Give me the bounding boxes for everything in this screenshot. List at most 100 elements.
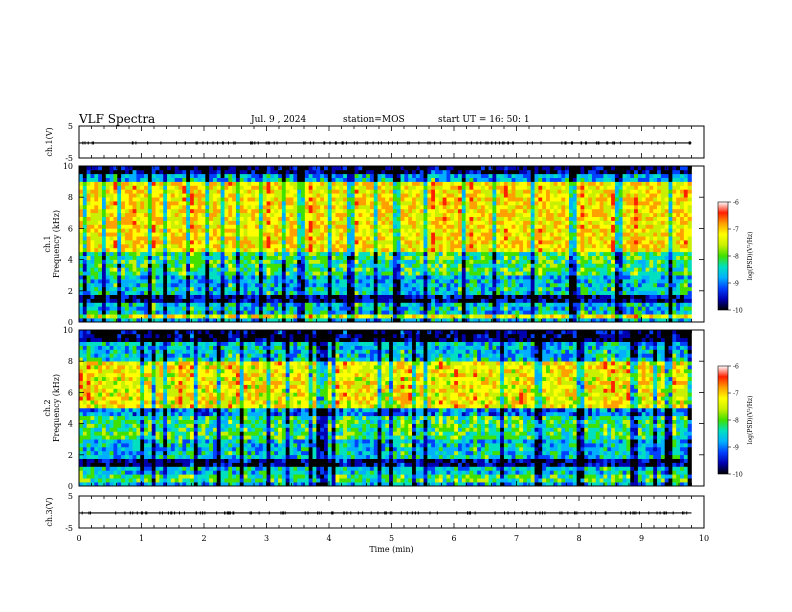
spectrogram-cell <box>182 298 187 303</box>
spectrogram-cell <box>350 263 355 268</box>
spectrogram-cell <box>454 294 459 299</box>
spectrogram-cell <box>82 318 87 323</box>
spectrogram-cell <box>147 263 153 268</box>
spectrogram-cell <box>235 290 241 295</box>
spectrogram-cell <box>159 267 164 272</box>
spectrogram-cell <box>519 259 524 264</box>
trace-spike <box>485 141 487 145</box>
spectrogram-cell <box>113 197 118 202</box>
spectrogram-cell <box>492 247 497 253</box>
spectrogram-cell <box>174 318 179 323</box>
spectrogram-cell <box>438 193 443 198</box>
spectrogram-cell <box>121 208 126 214</box>
spectrogram-cell <box>285 251 290 256</box>
spectrogram-cell <box>274 255 279 260</box>
spectrogram-cell <box>170 173 176 178</box>
spectrogram-cell <box>90 205 95 210</box>
spectrogram-cell <box>343 189 348 194</box>
spectrogram-cell <box>435 279 440 284</box>
spectrogram-cell <box>511 228 516 233</box>
spectrogram-cell <box>400 197 405 202</box>
spectrogram-cell <box>136 193 141 198</box>
spectrogram-cell <box>308 244 313 249</box>
spectrogram-cell <box>301 306 306 311</box>
spectrogram-cell <box>335 169 340 175</box>
spectrogram-cell <box>209 228 214 233</box>
spectrogram-cell <box>327 286 332 292</box>
spectrogram-cell <box>216 263 221 268</box>
spectrogram-cell <box>301 236 306 241</box>
spectrogram-cell <box>190 247 195 253</box>
spectrogram-cell <box>212 220 218 225</box>
spectrogram-cell <box>339 169 344 175</box>
spectrogram-cell <box>366 298 371 303</box>
spectrogram-cell <box>362 224 367 229</box>
spectrogram-cell <box>209 279 214 284</box>
spectrogram-cell <box>98 201 103 206</box>
spectrogram-cell <box>140 314 145 319</box>
spectrogram-cell <box>167 208 172 214</box>
spectrogram-cell <box>186 259 191 264</box>
spectrogram-cell <box>358 169 363 175</box>
spectrogram-cell <box>209 189 214 194</box>
spectrogram-cell <box>251 290 256 295</box>
spectrogram-cell <box>216 279 221 284</box>
spectrogram-cell <box>477 232 482 237</box>
spectrogram-cell <box>396 279 401 284</box>
spectrogram-cell <box>389 212 394 217</box>
spectrogram-cell <box>209 166 214 171</box>
spectrogram-cell <box>170 310 176 315</box>
spectrogram-cell <box>117 240 122 245</box>
spectrogram-cell <box>335 259 340 264</box>
spectrogram-cell <box>492 177 497 182</box>
spectrogram-cell <box>101 240 107 245</box>
spectrogram-cell <box>258 169 264 175</box>
spectrogram-cell <box>435 189 440 194</box>
spectrogram-cell <box>312 306 317 311</box>
spectrogram-cell <box>82 247 87 253</box>
spectrogram-cell <box>507 240 512 245</box>
spectrogram-cell <box>124 197 130 202</box>
spectrogram-cell <box>465 286 470 292</box>
spectrogram-cell <box>220 189 225 194</box>
spectrogram-cell <box>423 197 428 202</box>
spectrogram-cell <box>438 275 443 280</box>
spectrogram-cell <box>446 267 451 272</box>
spectrogram-cell <box>358 271 363 276</box>
spectrogram-cell <box>431 318 436 323</box>
spectrogram-cell <box>415 185 421 190</box>
spectrogram-cell <box>297 255 302 260</box>
spectrogram-cell <box>170 271 176 276</box>
spectrogram-cell <box>446 275 451 280</box>
spectrogram-cell <box>101 302 107 307</box>
spectrogram-cell <box>316 314 321 319</box>
spectrogram-cell <box>457 251 463 256</box>
spectrogram-cell <box>316 240 321 245</box>
spectrogram-cell <box>232 197 237 202</box>
spectrogram-cell <box>190 263 195 268</box>
spectrogram-cell <box>121 251 126 256</box>
spectrogram-cell <box>389 224 394 229</box>
spectrogram-cell <box>492 263 497 268</box>
spectrogram-cell <box>316 302 321 307</box>
spectrogram-cell <box>174 197 179 202</box>
spectrogram-cell <box>519 318 524 323</box>
spectrogram-cell <box>285 318 290 323</box>
spectrogram-cell <box>232 290 237 295</box>
spectrogram-cell <box>251 302 256 307</box>
spectrogram-cell <box>144 208 149 214</box>
spectrogram-cell <box>197 314 202 319</box>
spectrogram-cell <box>167 310 172 315</box>
spectrogram-cell <box>377 302 382 307</box>
spectrogram-cell <box>136 306 141 311</box>
spectrogram-cell <box>312 283 317 288</box>
spectrogram-cell <box>515 263 520 268</box>
spectrogram-cell <box>79 259 84 264</box>
spectrogram-cell <box>457 283 463 288</box>
spectrogram-cell <box>209 240 214 245</box>
spectrogram-cell <box>461 314 466 319</box>
spectrogram-cell <box>109 271 114 276</box>
spectrogram-cell <box>182 263 187 268</box>
spectrogram-cell <box>209 306 214 311</box>
spectrogram-cell <box>473 240 478 245</box>
